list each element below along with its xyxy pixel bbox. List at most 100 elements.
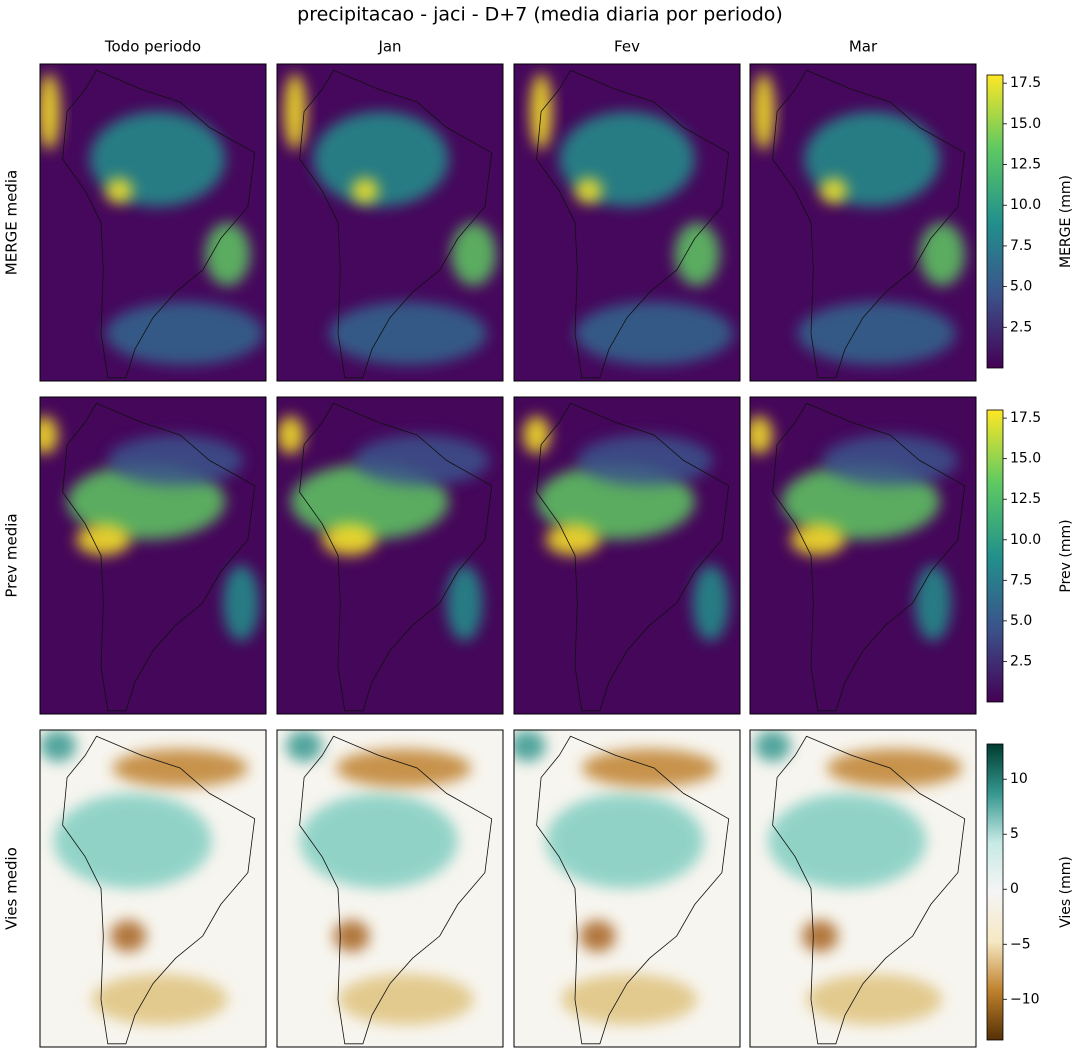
colorbar-tick-label: 0 (1010, 881, 1019, 897)
colorbar-tick-label: 10 (1010, 771, 1028, 787)
column-title: Todo periodo (104, 38, 201, 56)
coastline (772, 735, 966, 1045)
coastline (62, 69, 256, 379)
map-frame (276, 729, 504, 1048)
map-field (40, 69, 264, 379)
coastline (62, 735, 256, 1045)
precip-area (790, 523, 845, 556)
precip-area (53, 793, 212, 889)
colorbar-label: MERGE (mm) (1058, 175, 1074, 268)
map-panel (276, 729, 504, 1048)
precip-area (523, 416, 551, 455)
map-panel (749, 63, 977, 382)
precip-area (333, 920, 370, 952)
colorbar-tick-label: 15.0 (1010, 451, 1041, 467)
map-field (754, 730, 966, 1045)
coastline (299, 69, 493, 379)
precip-area (277, 416, 305, 455)
coastline (772, 402, 966, 712)
precip-area (40, 416, 59, 455)
colorbar-tick-label: 2.5 (1010, 653, 1032, 669)
precip-area (575, 178, 603, 204)
precip-area (110, 920, 147, 952)
precip-area (446, 565, 483, 642)
precip-area (335, 749, 472, 788)
colorbar-tick-label: 7.5 (1010, 238, 1032, 254)
figure-title: precipitacao - jaci - D+7 (media diaria … (297, 4, 783, 26)
colorbar-tick-label: −5 (1010, 936, 1031, 952)
precip-area (514, 730, 546, 762)
colorbar-tick-label: 15.0 (1010, 116, 1041, 132)
colorbar (986, 743, 1004, 1041)
map-frame (749, 396, 977, 715)
coastline (536, 402, 730, 712)
coastline (536, 735, 730, 1045)
map-frame (749, 63, 977, 382)
precip-area (283, 73, 307, 150)
colorbar (986, 409, 1004, 703)
precip-area (338, 974, 474, 1025)
precip-area (107, 435, 244, 486)
precip-area (286, 730, 323, 762)
precip-area (919, 222, 965, 286)
map-frame (39, 729, 267, 1048)
colorbar-tick-label: 10.0 (1010, 197, 1041, 213)
colorbar-tick-label: 5 (1010, 826, 1019, 842)
precip-area (223, 565, 260, 642)
precip-area (545, 523, 600, 556)
map-field (529, 69, 734, 379)
precip-area (768, 793, 927, 889)
map-field (277, 402, 493, 712)
precip-area (674, 222, 720, 286)
map-field (286, 730, 493, 1045)
map-panel (39, 729, 267, 1048)
precip-area (40, 730, 77, 762)
map-field (750, 402, 966, 712)
precip-area (826, 749, 963, 788)
coastline (299, 735, 493, 1045)
map-panel (749, 729, 977, 1048)
precip-area (752, 73, 775, 150)
map-panel (513, 396, 741, 715)
map-panel (276, 396, 504, 715)
colorbar-tick-label: −10 (1010, 991, 1040, 1007)
precip-area (40, 73, 61, 150)
precip-area (105, 301, 264, 366)
map-field (40, 402, 260, 712)
column-title: Fev (614, 38, 640, 56)
map-frame (513, 729, 741, 1048)
colorbar (986, 74, 1004, 369)
colorbar-tick-label: 17.5 (1010, 75, 1041, 91)
precip-area (754, 730, 791, 762)
column-title: Jan (377, 38, 401, 56)
map-field (752, 69, 966, 379)
precip-area (204, 222, 251, 286)
map-field (514, 730, 730, 1045)
precip-area (76, 523, 131, 556)
precip-area (561, 974, 698, 1025)
coastline (536, 69, 730, 379)
colorbar-label: Vies (mm) (1058, 856, 1074, 928)
colorbar-tick-label: 2.5 (1010, 319, 1032, 335)
map-frame (39, 396, 267, 715)
map-field (283, 69, 497, 379)
precip-area (579, 920, 616, 952)
precip-area (105, 178, 133, 204)
colorbar-tick-label: 12.5 (1010, 157, 1041, 173)
row-label: Vies medio (3, 847, 21, 930)
precip-area (299, 793, 458, 889)
precip-area (692, 565, 729, 642)
precip-area (451, 222, 497, 286)
map-frame (276, 63, 504, 382)
precip-area (750, 416, 773, 455)
precip-area (577, 435, 713, 486)
map-panel (749, 396, 977, 715)
map-frame (513, 396, 741, 715)
colorbar-tick-label: 17.5 (1010, 410, 1041, 426)
colorbar-tick-label: 5.0 (1010, 613, 1032, 629)
precip-area (806, 974, 943, 1025)
row-label: Prev media (3, 513, 21, 597)
precip-area (313, 111, 449, 207)
map-panel (39, 396, 267, 715)
